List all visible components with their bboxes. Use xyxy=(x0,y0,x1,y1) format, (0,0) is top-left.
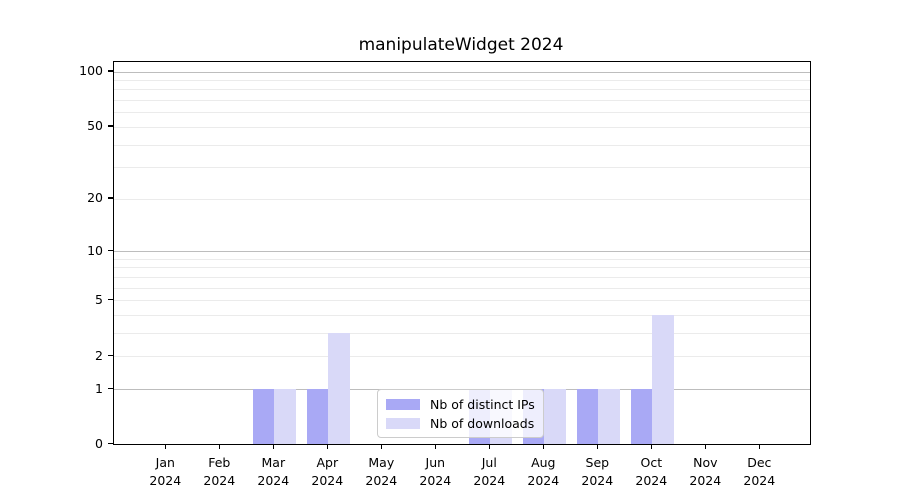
y-tick-mark xyxy=(108,125,113,127)
x-tick-mark xyxy=(380,444,383,449)
y-tick-mark xyxy=(108,442,113,444)
x-tick-mark xyxy=(758,444,761,449)
y-tick-label: 2 xyxy=(95,347,103,363)
gridline-major xyxy=(114,251,810,253)
x-tick-label: Aug 2024 xyxy=(527,455,560,488)
bar-downloads xyxy=(544,389,566,444)
y-tick-mark xyxy=(108,354,113,357)
x-tick-mark xyxy=(650,444,653,449)
x-tick-label: Nov 2024 xyxy=(689,455,722,488)
x-tick-mark xyxy=(542,444,545,449)
bar-downloads xyxy=(652,314,674,444)
legend-item: Nb of downloads xyxy=(386,416,535,431)
legend-label: Nb of downloads xyxy=(430,415,535,431)
gridline-minor xyxy=(114,314,810,316)
x-tick-label: Mar 2024 xyxy=(257,455,290,488)
gridline-minor xyxy=(114,112,810,114)
gridline-minor xyxy=(114,100,810,102)
gridline-major xyxy=(114,71,810,73)
gridline-minor xyxy=(114,198,810,200)
y-tick-mark xyxy=(108,387,113,389)
chart-title: manipulateWidget 2024 xyxy=(358,35,564,55)
x-tick-label: Apr 2024 xyxy=(311,455,344,488)
x-tick-label: Oct 2024 xyxy=(635,455,668,488)
y-tick-mark xyxy=(108,197,113,199)
bar-downloads xyxy=(274,389,296,444)
x-tick-mark xyxy=(218,444,221,449)
y-tick-label: 20 xyxy=(87,190,103,206)
gridline-minor xyxy=(114,167,810,169)
plot-area xyxy=(113,61,811,445)
gridline-minor xyxy=(114,89,810,91)
x-tick-mark xyxy=(596,444,599,449)
x-tick-label: May 2024 xyxy=(365,455,398,488)
x-tick-label: Jul 2024 xyxy=(473,455,506,488)
x-tick-mark xyxy=(704,444,707,449)
gridline-minor xyxy=(114,356,810,358)
gridline-minor xyxy=(114,80,810,82)
gridline-minor xyxy=(114,332,810,334)
y-tick-mark xyxy=(108,249,113,252)
x-tick-mark xyxy=(164,444,167,449)
legend-item: Nb of distinct IPs xyxy=(386,397,535,412)
gridline-minor xyxy=(114,300,810,302)
gridline-minor xyxy=(114,126,810,128)
gridline-minor xyxy=(114,287,810,289)
y-tick-label: 50 xyxy=(87,118,103,134)
bar-distinct-ips xyxy=(306,389,329,444)
x-tick-mark xyxy=(272,444,275,449)
y-tick-label: 10 xyxy=(87,242,103,258)
gridline-minor xyxy=(114,267,810,269)
x-tick-mark xyxy=(326,444,329,449)
legend-label: Nb of distinct IPs xyxy=(430,396,535,412)
x-tick-label: Jan 2024 xyxy=(149,455,182,488)
y-tick-label: 100 xyxy=(79,63,103,79)
y-tick-mark xyxy=(108,298,113,301)
bar-distinct-ips xyxy=(630,389,653,444)
legend: Nb of distinct IPs Nb of downloads xyxy=(377,389,544,438)
x-tick-label: Jun 2024 xyxy=(419,455,452,488)
y-tick-mark xyxy=(108,70,113,72)
x-tick-mark xyxy=(488,444,491,449)
y-tick-label: 1 xyxy=(95,380,103,396)
legend-color-patch-icon xyxy=(386,398,420,410)
x-tick-mark xyxy=(434,444,437,449)
x-tick-label: Feb 2024 xyxy=(203,455,236,488)
gridline-minor xyxy=(114,258,810,260)
bar-downloads xyxy=(328,332,350,444)
gridline-minor xyxy=(114,276,810,278)
x-tick-label: Dec 2024 xyxy=(743,455,776,488)
bar-distinct-ips xyxy=(576,389,599,444)
y-tick-label: 5 xyxy=(95,291,103,307)
y-tick-label: 0 xyxy=(95,435,103,451)
bar-distinct-ips xyxy=(252,389,275,444)
bar-downloads xyxy=(598,389,620,444)
legend-color-patch-icon xyxy=(386,417,420,429)
x-tick-label: Sep 2024 xyxy=(581,455,614,488)
gridline-minor xyxy=(114,144,810,146)
